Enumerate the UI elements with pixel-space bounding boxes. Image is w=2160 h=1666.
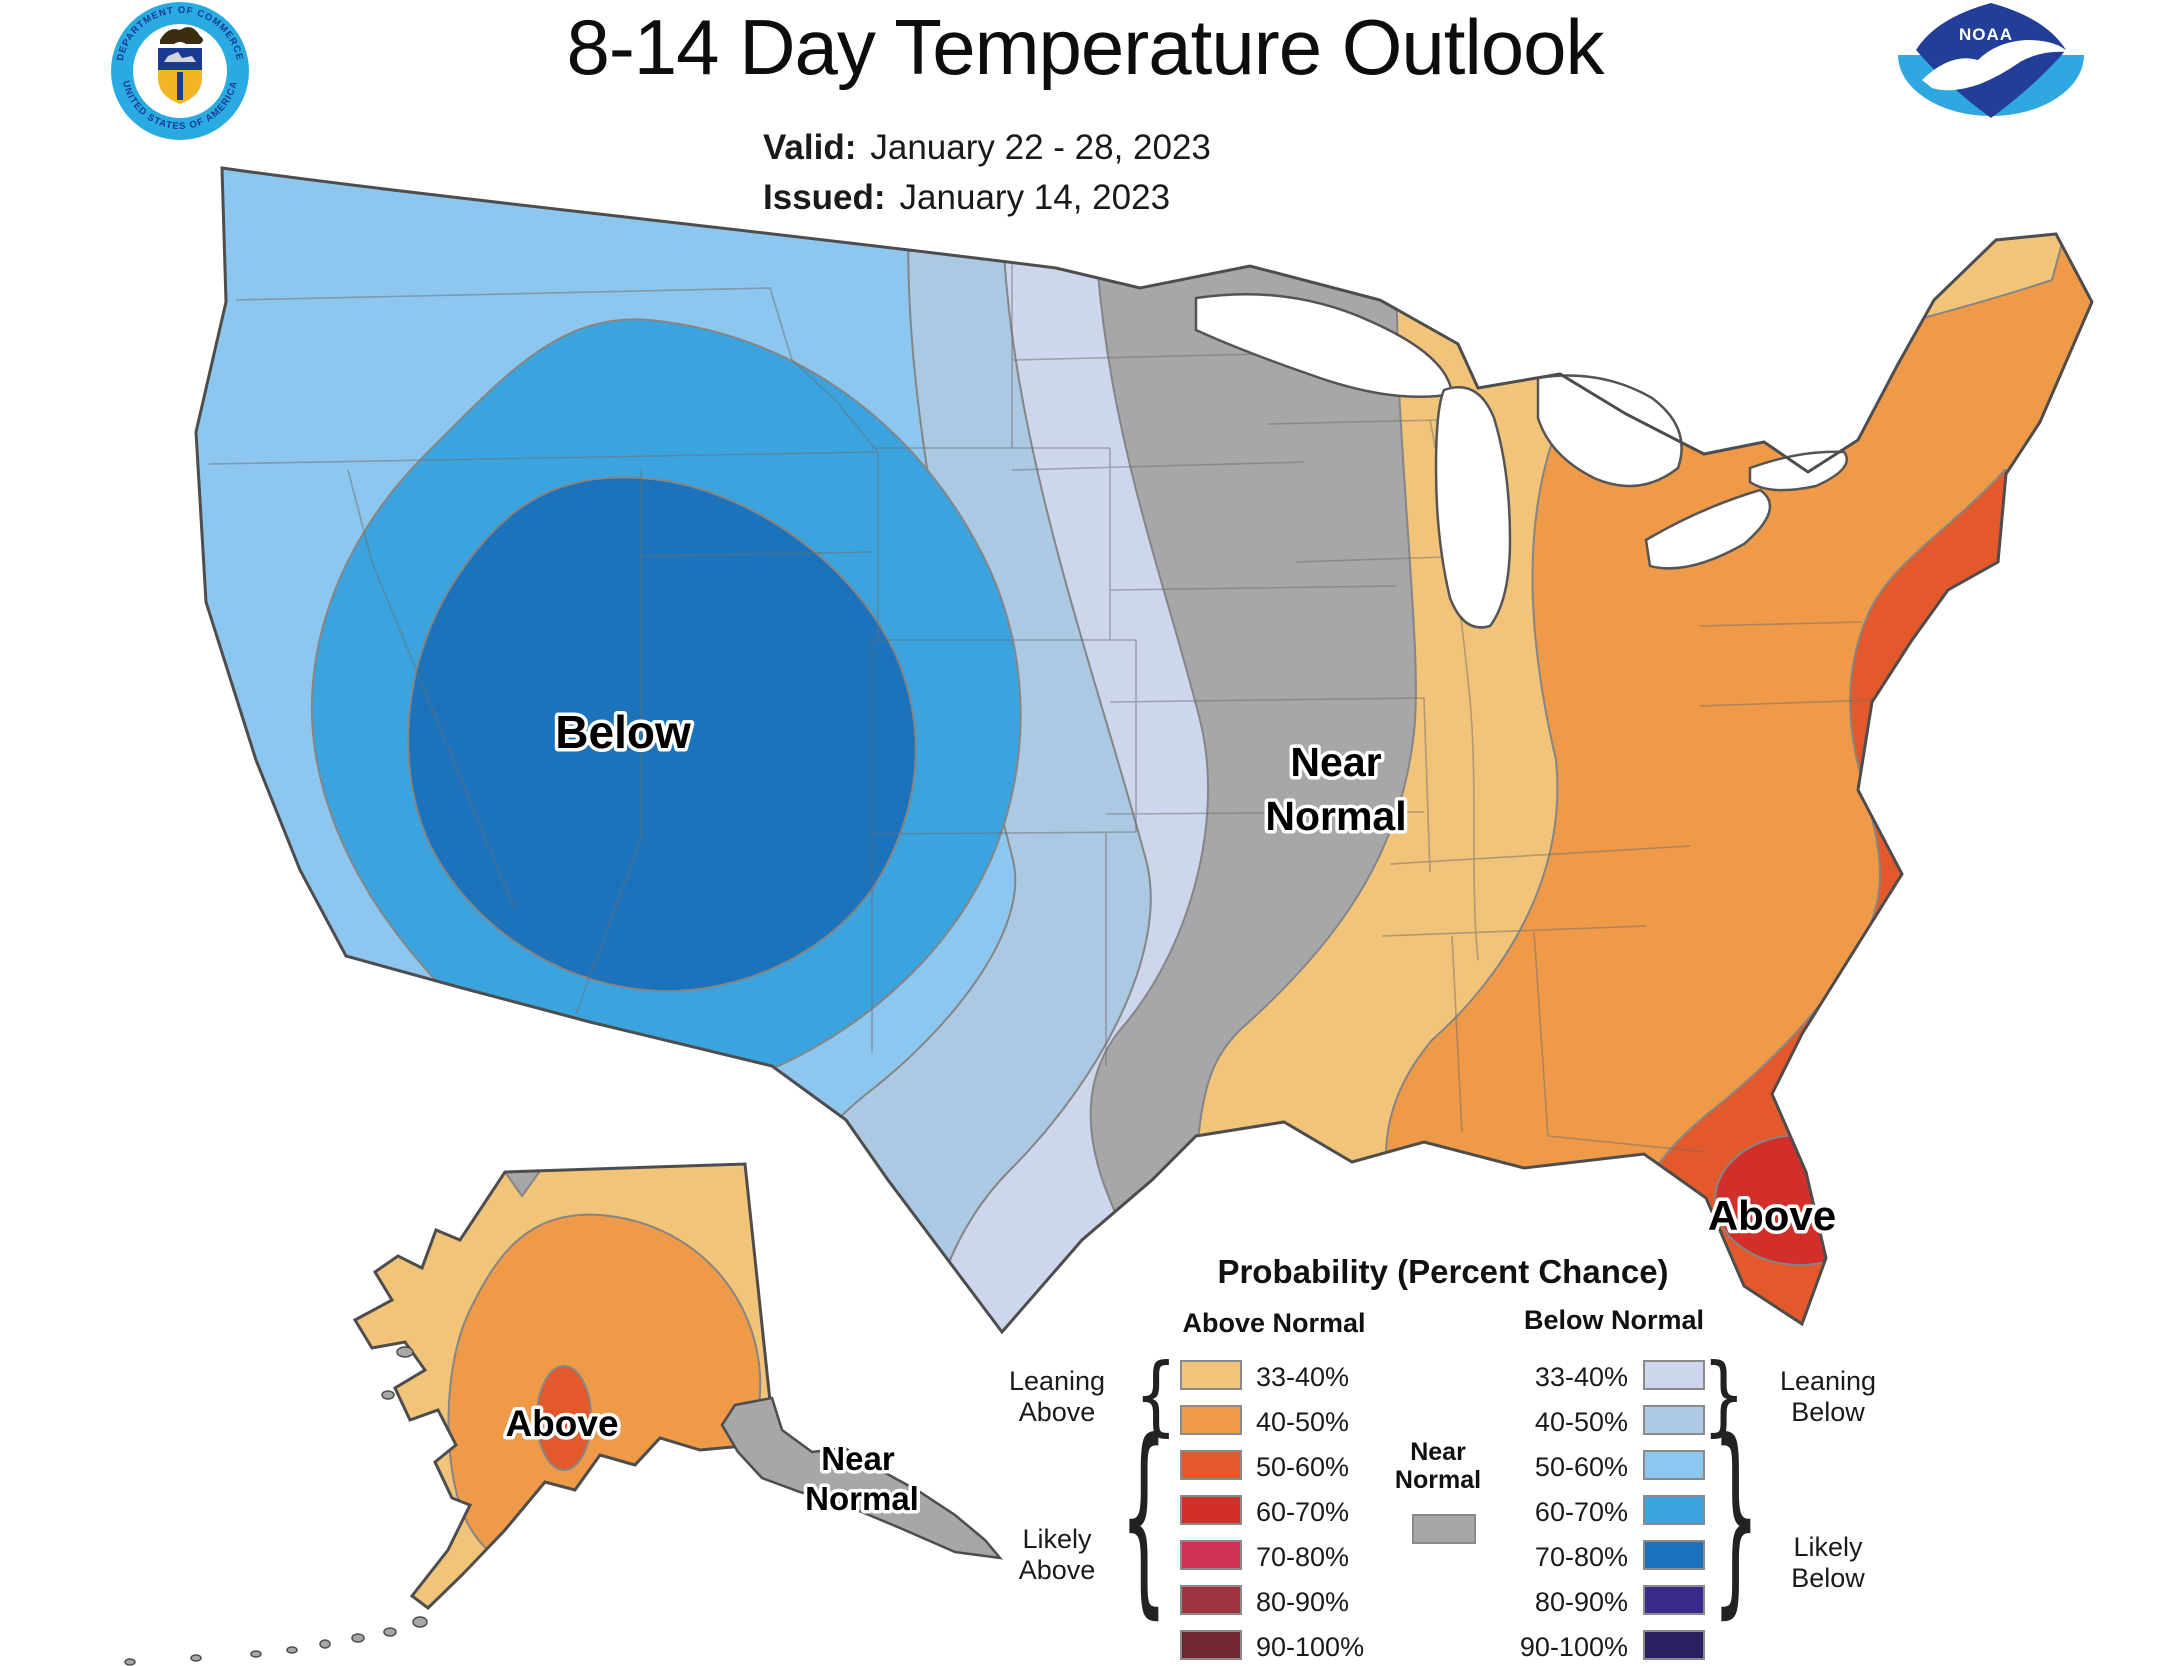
label-alaska-near-normal-line1: Near (821, 1440, 895, 1477)
leaning-above-line1: Leaning (1008, 1366, 1106, 1396)
leaning-above-line2: Above (1018, 1397, 1096, 1427)
legend-near-normal-line1: Near (1410, 1438, 1466, 1466)
issued-label: Issued: (763, 178, 886, 217)
legend-group-likely-below: Likely Below (1748, 1532, 1908, 1594)
conus-outline (194, 166, 2094, 1335)
legend-near-normal-line2: Normal (1394, 1466, 1482, 1494)
legend-near-normal-label: Near Normal (1378, 1438, 1498, 1494)
legend-group-leaning-above: Leaning Above (977, 1366, 1137, 1428)
page-title: 8-14 Day Temperature Outlook (566, 3, 1604, 91)
legend-range-above-60-70: 60-70% (1256, 1497, 1350, 1527)
great-lakes (1194, 292, 1848, 629)
likely-above-line2: Above (1018, 1555, 1096, 1585)
aleutian-islands (124, 1346, 428, 1666)
noaa-logo: NOAA (1898, 2, 2084, 124)
legend-swatch-below-50-60 (1643, 1450, 1705, 1480)
legend-swatch-above-70-80 (1180, 1540, 1242, 1570)
legend-swatch-above-60-70 (1180, 1495, 1242, 1525)
legend-range-above-33-40: 33-40% (1256, 1362, 1350, 1392)
legend-range-above-80-90: 80-90% (1256, 1587, 1350, 1617)
label-alaska-above: Above (505, 1403, 618, 1444)
legend-range-above-70-80: 70-80% (1256, 1542, 1350, 1572)
lake-erie (1644, 488, 1772, 570)
legend-range-below-33-40: 33-40% (1534, 1362, 1628, 1392)
state-borders (208, 252, 1873, 1153)
lake-michigan (1434, 385, 1512, 629)
legend-range-above-90-100: 90-100% (1256, 1632, 1365, 1662)
brace-leaning-above: { (1134, 1344, 1178, 1446)
legend-swatch-above-40-50 (1180, 1405, 1242, 1435)
legend-below-header: Below Normal (1523, 1305, 1705, 1335)
issued-dateline: Issued: January 14, 2023 (763, 178, 1170, 218)
valid-value: January 22 - 28, 2023 (870, 128, 1211, 167)
leaning-below-line2: Below (1791, 1397, 1865, 1427)
likely-below-line1: Likely (1793, 1532, 1863, 1562)
conus-band-below-70-80 (407, 476, 917, 993)
leaning-below-line1: Leaning (1779, 1366, 1877, 1396)
brace-likely-below: } (1712, 1395, 1760, 1638)
label-near-normal-line1: Near (1290, 739, 1381, 785)
label-near-normal-line2: Normal (1265, 793, 1406, 839)
legend-range-above-50-60: 50-60% (1256, 1452, 1350, 1482)
alaska-band-above-40-50 (447, 1213, 762, 1583)
legend-swatch-below-70-80 (1643, 1540, 1705, 1570)
legend-range-below-60-70: 60-70% (1534, 1497, 1628, 1527)
legend-swatch-above-33-40 (1180, 1360, 1242, 1390)
legend-group-leaning-below: Leaning Below (1748, 1366, 1908, 1428)
valid-dateline: Valid: January 22 - 28, 2023 (763, 128, 1211, 168)
legend-swatch-below-60-70 (1643, 1495, 1705, 1525)
commerce-eagle-icon (160, 27, 203, 44)
legend-swatch-above-80-90 (1180, 1585, 1242, 1615)
legend-swatch-above-50-60 (1180, 1450, 1242, 1480)
legend-swatch-above-90-100 (1180, 1630, 1242, 1660)
legend-swatch-near-normal (1412, 1514, 1476, 1544)
legend-swatch-below-90-100 (1643, 1630, 1705, 1660)
valid-label: Valid: (763, 128, 857, 167)
brace-leaning-below: } (1702, 1344, 1746, 1446)
label-below: Below (555, 706, 691, 758)
legend-swatch-below-80-90 (1643, 1585, 1705, 1615)
alaska-band-above-50-60 (536, 1365, 592, 1471)
legend-title: Probability (Percent Chance) (1217, 1253, 1669, 1290)
noaa-seagull-icon (1922, 40, 2068, 91)
legend-swatch-below-33-40 (1643, 1360, 1705, 1390)
legend-range-below-70-80: 70-80% (1534, 1542, 1628, 1572)
legend-range-below-50-60: 50-60% (1534, 1452, 1628, 1482)
likely-below-line2: Below (1791, 1563, 1865, 1593)
alaska-panhandle-near-normal (720, 1396, 1004, 1560)
legend-range-below-40-50: 40-50% (1534, 1407, 1628, 1437)
legend-range-below-80-90: 80-90% (1534, 1587, 1628, 1617)
alaska-outline (352, 1162, 774, 1610)
noaa-wordmark: NOAA (1959, 25, 2013, 44)
legend-swatch-below-40-50 (1643, 1405, 1705, 1435)
label-above-southeast: Above (1708, 1192, 1836, 1239)
commerce-seal: DEPARTMENT OF COMMERCE UNITED STATES OF … (111, 2, 249, 140)
commerce-ship-icon (164, 52, 196, 62)
label-alaska-near-normal-line2: Normal (805, 1480, 919, 1517)
likely-above-line1: Likely (1022, 1524, 1092, 1554)
legend-above-header: Above Normal (1182, 1308, 1366, 1338)
legend-range-above-40-50: 40-50% (1256, 1407, 1350, 1437)
legend-range-below-90-100: 90-100% (1519, 1632, 1628, 1662)
legend-group-likely-above: Likely Above (977, 1524, 1137, 1586)
lake-huron (1536, 374, 1683, 488)
issued-value: January 14, 2023 (899, 178, 1171, 217)
commerce-lighthouse-icon (177, 72, 183, 100)
brace-likely-above: { (1120, 1395, 1168, 1638)
